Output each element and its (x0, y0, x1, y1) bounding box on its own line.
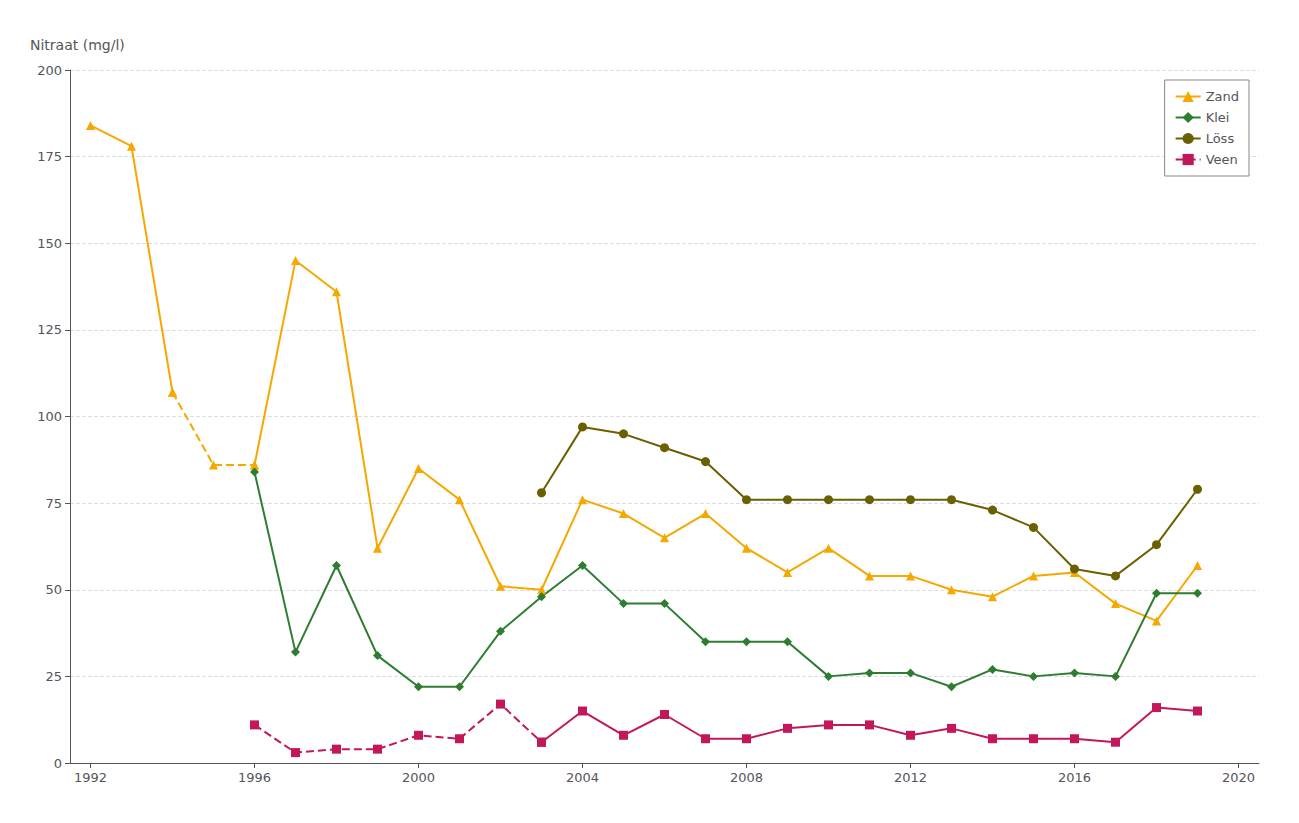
svg-text:1992: 1992 (74, 770, 107, 785)
svg-text:2016: 2016 (1058, 770, 1091, 785)
svg-text:Löss: Löss (1206, 131, 1235, 146)
svg-text:25: 25 (45, 669, 62, 684)
svg-text:Zand: Zand (1206, 89, 1239, 104)
svg-text:75: 75 (45, 496, 62, 511)
svg-text:100: 100 (37, 409, 62, 424)
svg-text:175: 175 (37, 149, 62, 164)
svg-text:0: 0 (54, 756, 62, 771)
svg-text:2004: 2004 (566, 770, 599, 785)
svg-text:150: 150 (37, 236, 62, 251)
svg-text:2008: 2008 (730, 770, 763, 785)
svg-text:125: 125 (37, 322, 62, 337)
svg-text:Klei: Klei (1206, 110, 1230, 125)
svg-text:2000: 2000 (402, 770, 435, 785)
svg-text:1996: 1996 (238, 770, 271, 785)
svg-text:Veen: Veen (1206, 152, 1238, 167)
svg-text:2012: 2012 (894, 770, 927, 785)
svg-text:50: 50 (45, 582, 62, 597)
svg-text:Nitraat (mg/l): Nitraat (mg/l) (30, 37, 125, 53)
svg-text:200: 200 (37, 63, 62, 78)
svg-text:2020: 2020 (1222, 770, 1255, 785)
